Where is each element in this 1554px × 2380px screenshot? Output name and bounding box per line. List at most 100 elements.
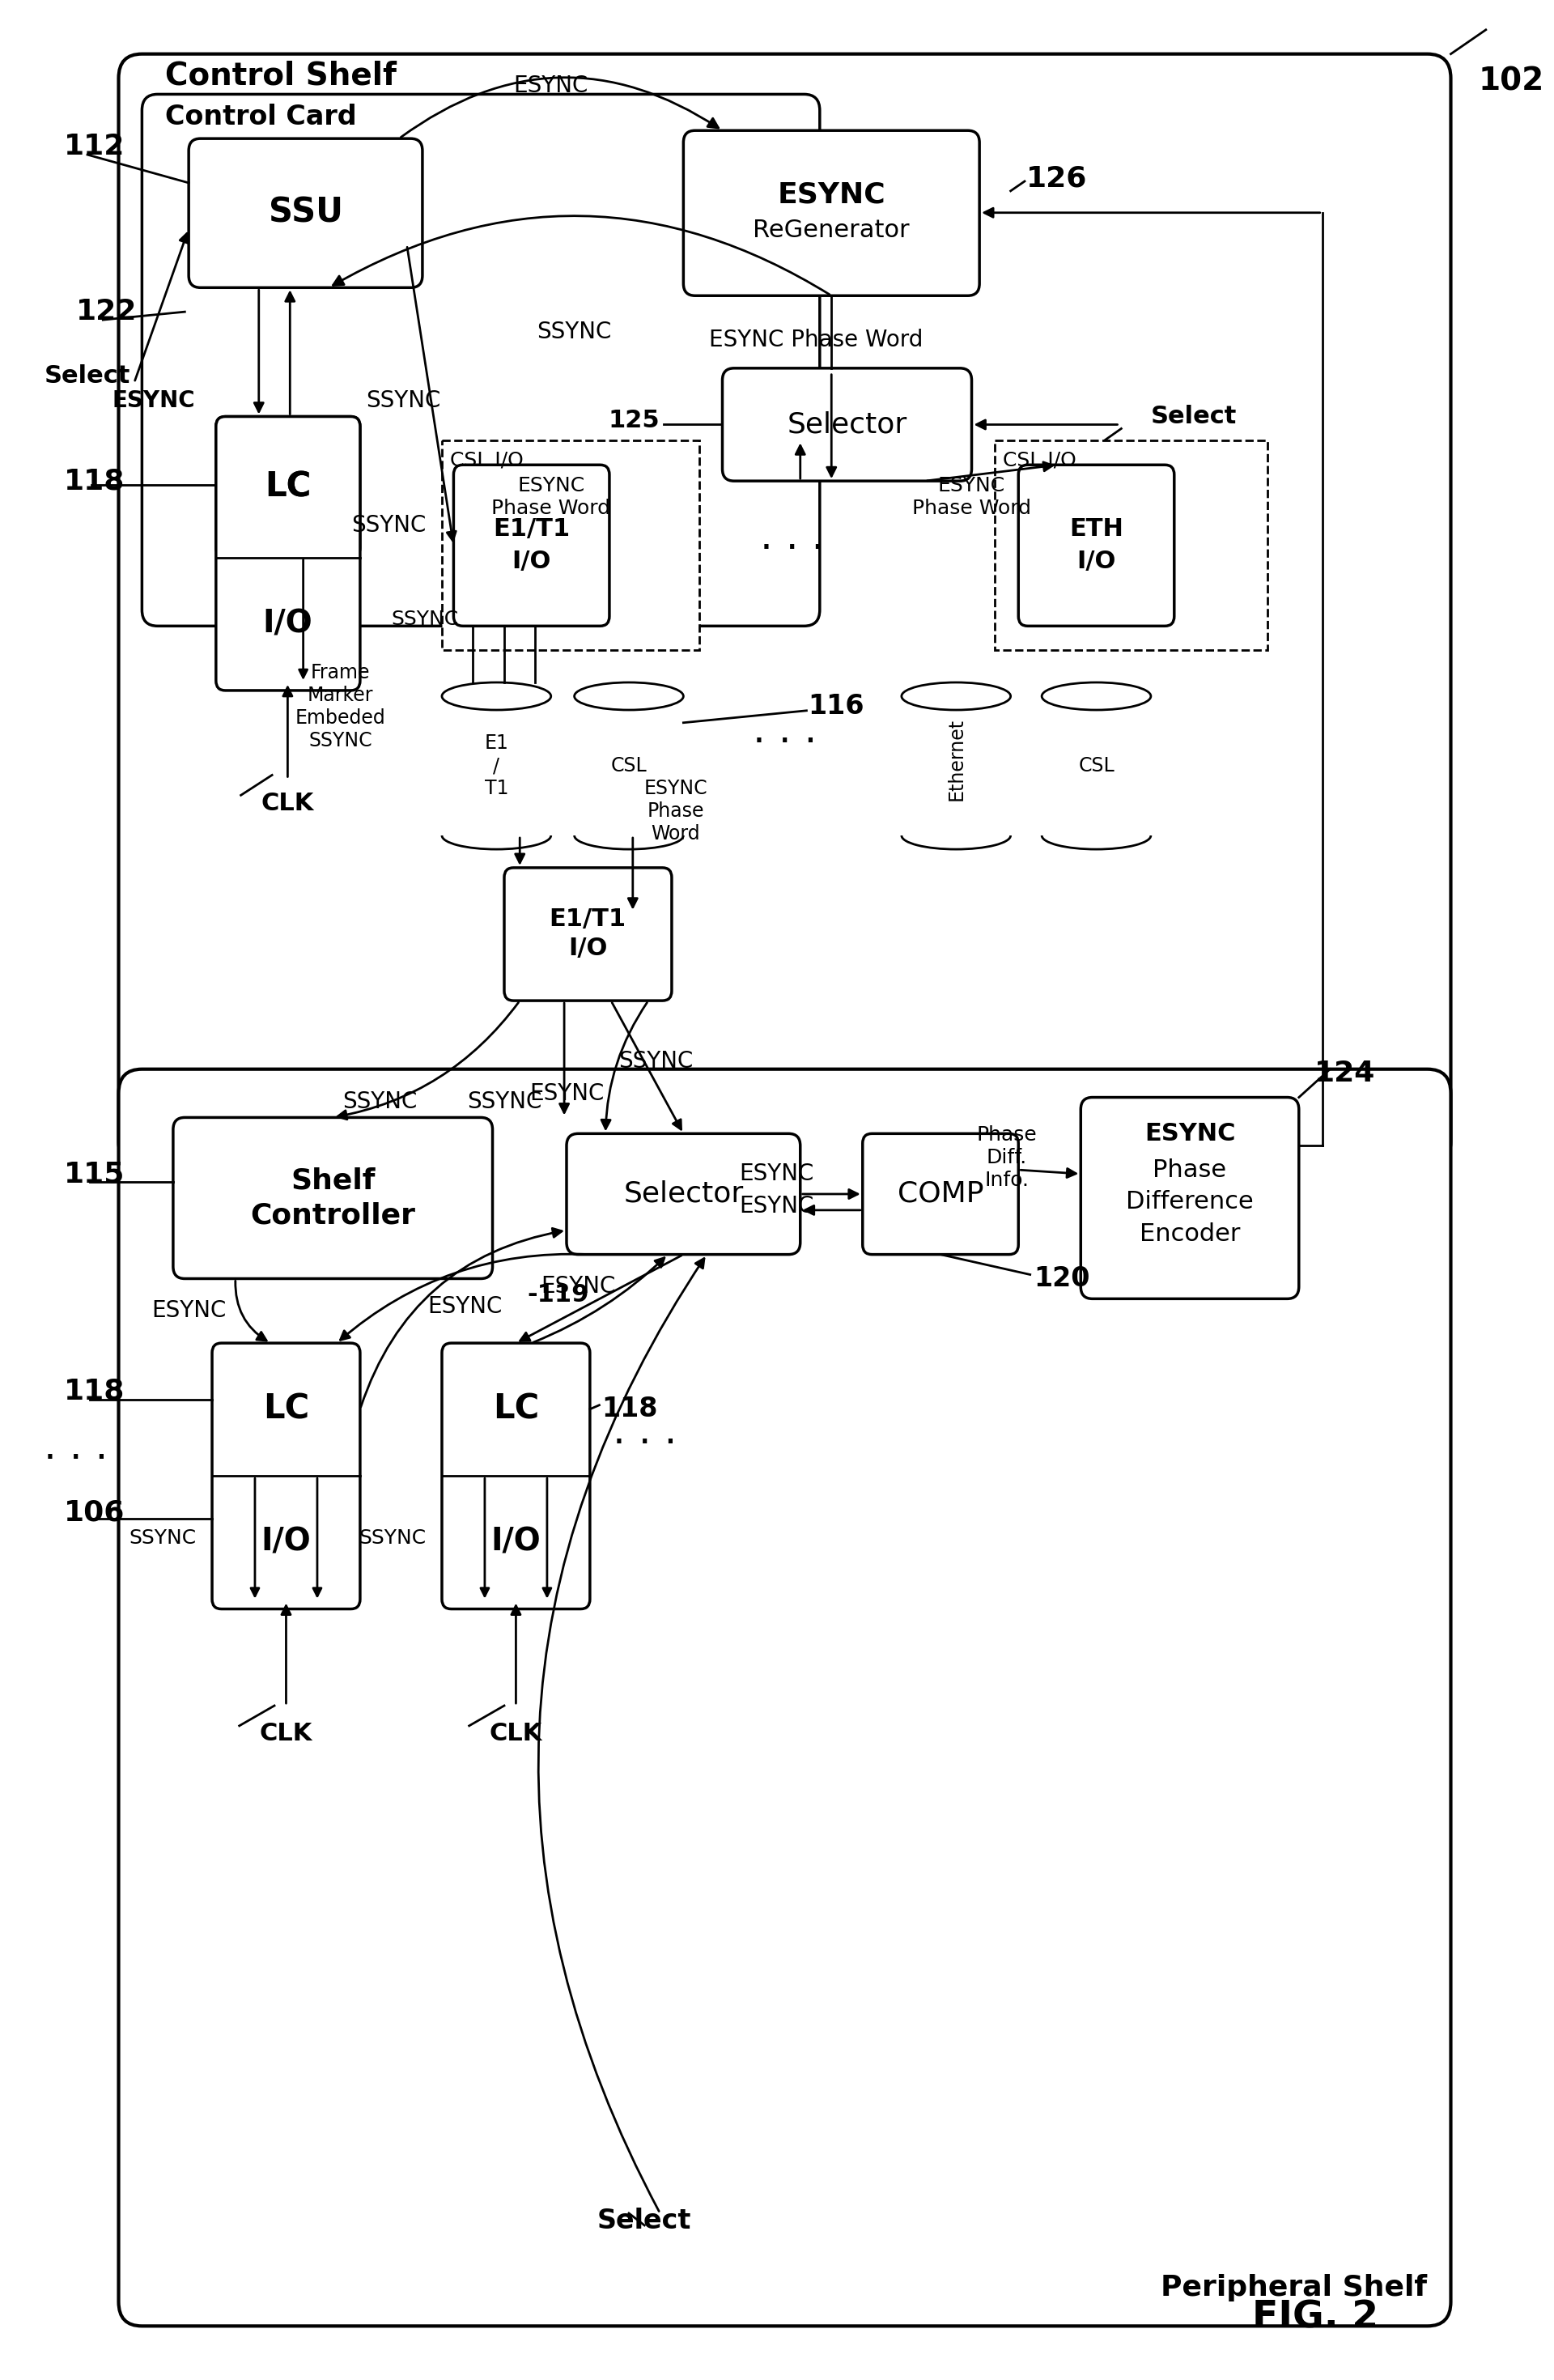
Text: . . .: . . . (760, 519, 825, 557)
Text: ESYNC Phase Word: ESYNC Phase Word (709, 328, 923, 352)
Text: ESYNC: ESYNC (541, 1276, 615, 1297)
Text: Select: Select (1152, 405, 1237, 428)
FancyBboxPatch shape (141, 95, 821, 626)
Text: Difference: Difference (1127, 1190, 1254, 1214)
Text: I/O: I/O (491, 1526, 541, 1557)
Text: Ethernet: Ethernet (946, 719, 965, 800)
Text: ESYNC: ESYNC (112, 388, 196, 412)
Text: Select: Select (45, 364, 131, 388)
Text: LC: LC (264, 469, 311, 505)
Ellipse shape (441, 683, 552, 709)
Text: COMP: COMP (897, 1180, 984, 1207)
Text: SSYNC: SSYNC (342, 1090, 416, 1114)
Text: LC: LC (263, 1392, 309, 1426)
Text: ESYNC
Phase
Word: ESYNC Phase Word (643, 778, 707, 843)
FancyBboxPatch shape (454, 464, 609, 626)
FancyBboxPatch shape (862, 1133, 1018, 1254)
Bar (995, 440, 1268, 650)
FancyBboxPatch shape (723, 369, 971, 481)
Ellipse shape (1041, 683, 1152, 709)
Text: E1/T1: E1/T1 (493, 516, 570, 540)
Text: ESYNC
Phase Word: ESYNC Phase Word (491, 476, 611, 519)
Text: ESYNC: ESYNC (740, 1195, 814, 1219)
Text: ESYNC: ESYNC (740, 1161, 814, 1185)
FancyBboxPatch shape (216, 416, 361, 557)
Text: 115: 115 (64, 1159, 124, 1188)
FancyBboxPatch shape (1080, 1097, 1299, 1299)
Bar (441, 440, 699, 650)
Text: I/O: I/O (263, 609, 312, 638)
Text: ETH: ETH (1069, 516, 1124, 540)
FancyBboxPatch shape (567, 1133, 800, 1254)
Text: ESYNC: ESYNC (530, 1083, 605, 1104)
Text: CLK: CLK (490, 1723, 542, 1745)
Text: I/O: I/O (569, 938, 608, 959)
Text: LC: LC (493, 1392, 539, 1426)
Text: 118: 118 (64, 466, 124, 495)
Text: LC: LC (264, 469, 311, 505)
FancyBboxPatch shape (172, 1119, 493, 1278)
Ellipse shape (901, 683, 1010, 709)
Text: 112: 112 (64, 133, 124, 159)
Text: E1/T1: E1/T1 (549, 907, 626, 931)
Text: 126: 126 (1026, 164, 1088, 193)
Text: ESYNC: ESYNC (777, 181, 886, 209)
Text: CSL: CSL (611, 757, 646, 776)
Bar (1041, 697, 1152, 835)
Text: CSL I/O: CSL I/O (449, 450, 524, 469)
Text: Frame
Marker
Embeded
SSYNC: Frame Marker Embeded SSYNC (295, 664, 385, 750)
Text: E1
/
T1: E1 / T1 (485, 733, 508, 797)
Text: 124: 124 (1315, 1059, 1375, 1088)
FancyBboxPatch shape (211, 1342, 361, 1609)
Text: ESYNC: ESYNC (513, 74, 589, 98)
Text: CSL: CSL (1078, 757, 1114, 776)
FancyBboxPatch shape (118, 1069, 1451, 2325)
Text: ESYNC
Phase Word: ESYNC Phase Word (912, 476, 1032, 519)
Text: Select: Select (597, 2209, 692, 2235)
Ellipse shape (575, 683, 684, 709)
Text: CSL I/O: CSL I/O (1002, 450, 1077, 469)
Text: 125: 125 (609, 409, 660, 433)
Text: I/O: I/O (261, 1526, 311, 1557)
Text: CLK: CLK (261, 793, 314, 814)
Text: Control Card: Control Card (165, 105, 357, 131)
FancyBboxPatch shape (503, 869, 671, 1000)
Text: Control Shelf: Control Shelf (165, 60, 396, 90)
Text: . . .: . . . (44, 1428, 107, 1466)
Text: Phase: Phase (1153, 1159, 1226, 1180)
Text: Phase
Diff.
Info.: Phase Diff. Info. (976, 1126, 1037, 1190)
Text: I/O: I/O (511, 550, 552, 574)
Text: 106: 106 (64, 1499, 124, 1526)
Bar (901, 697, 1010, 835)
Text: 118: 118 (64, 1378, 124, 1404)
Text: Selector: Selector (623, 1180, 743, 1207)
Bar (441, 697, 552, 835)
Text: SSYNC: SSYNC (538, 321, 612, 343)
Text: 120: 120 (1033, 1266, 1091, 1292)
Text: SSYNC: SSYNC (466, 1090, 542, 1114)
Text: -119: -119 (528, 1283, 589, 1307)
Text: . . .: . . . (752, 712, 817, 750)
FancyBboxPatch shape (441, 1342, 591, 1609)
Text: SSYNC: SSYNC (359, 1528, 426, 1547)
Text: ReGenerator: ReGenerator (754, 219, 909, 243)
Text: Shelf: Shelf (291, 1166, 375, 1195)
Text: Encoder: Encoder (1139, 1223, 1240, 1247)
Text: Selector: Selector (786, 412, 908, 438)
Text: SSYNC: SSYNC (351, 514, 426, 536)
FancyBboxPatch shape (684, 131, 979, 295)
Text: . . .: . . . (612, 1411, 676, 1452)
FancyBboxPatch shape (216, 416, 361, 690)
Text: SSYNC: SSYNC (392, 609, 458, 628)
Text: 102: 102 (1478, 67, 1543, 98)
Text: SSYNC: SSYNC (618, 1050, 693, 1073)
Text: FIG. 2: FIG. 2 (1253, 2299, 1378, 2337)
Text: SSYNC: SSYNC (129, 1528, 196, 1547)
FancyBboxPatch shape (188, 138, 423, 288)
Text: SSU: SSU (269, 195, 343, 231)
Text: I/O: I/O (1077, 550, 1116, 574)
Text: CLK: CLK (260, 1723, 312, 1745)
Text: 116: 116 (808, 693, 864, 719)
Text: Peripheral Shelf: Peripheral Shelf (1161, 2275, 1428, 2301)
Text: ESYNC: ESYNC (1144, 1121, 1235, 1145)
